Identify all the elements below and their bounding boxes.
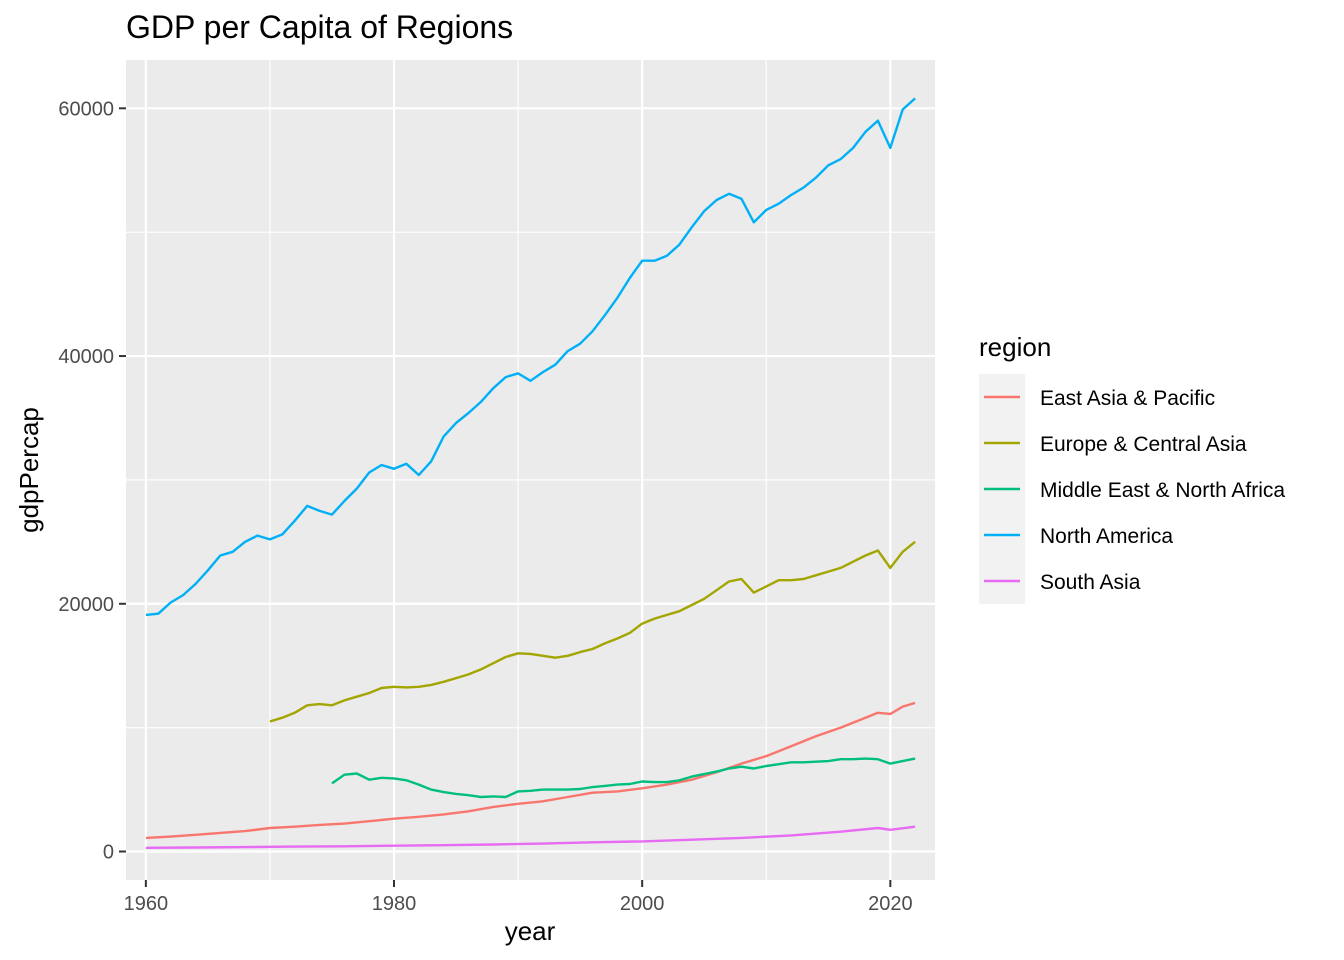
x-tick-label-1: 1980 [372,893,417,915]
series-line-4 [145,825,916,849]
legend-label-4: South Asia [1040,571,1141,594]
axis-ticks: 1960 1980 2000 2020 0 20000 40000 60000 [58,98,912,915]
legend-title: region [979,332,1051,362]
y-axis-title: gdpPercap [14,407,44,533]
chart-title: GDP per Capita of Regions [126,9,513,45]
legend-label-0: East Asia & Pacific [1040,387,1215,410]
legend-label-2: Middle East & North Africa [1040,479,1285,502]
grid-major [126,60,935,880]
y-tick-label-0: 0 [103,842,114,864]
x-tick-label-2: 2000 [620,893,665,915]
y-tick-label-3: 60000 [58,98,114,120]
legend: region East Asia & Pacific Europe & Centr… [979,332,1285,604]
series-lines [145,97,916,849]
grid-minor [126,60,935,880]
legend-label-1: Europe & Central Asia [1040,433,1247,456]
series-line-0 [145,701,916,840]
plot-panel [126,60,935,880]
series-line-2 [331,757,916,799]
x-tick-label-3: 2020 [868,893,913,915]
x-axis-title: year [505,916,556,946]
y-tick-label-1: 20000 [58,594,114,616]
series-line-1 [269,540,916,723]
y-tick-label-2: 40000 [58,346,114,368]
legend-label-3: North America [1040,525,1173,548]
x-tick-label-0: 1960 [124,893,169,915]
series-line-3 [145,97,916,617]
